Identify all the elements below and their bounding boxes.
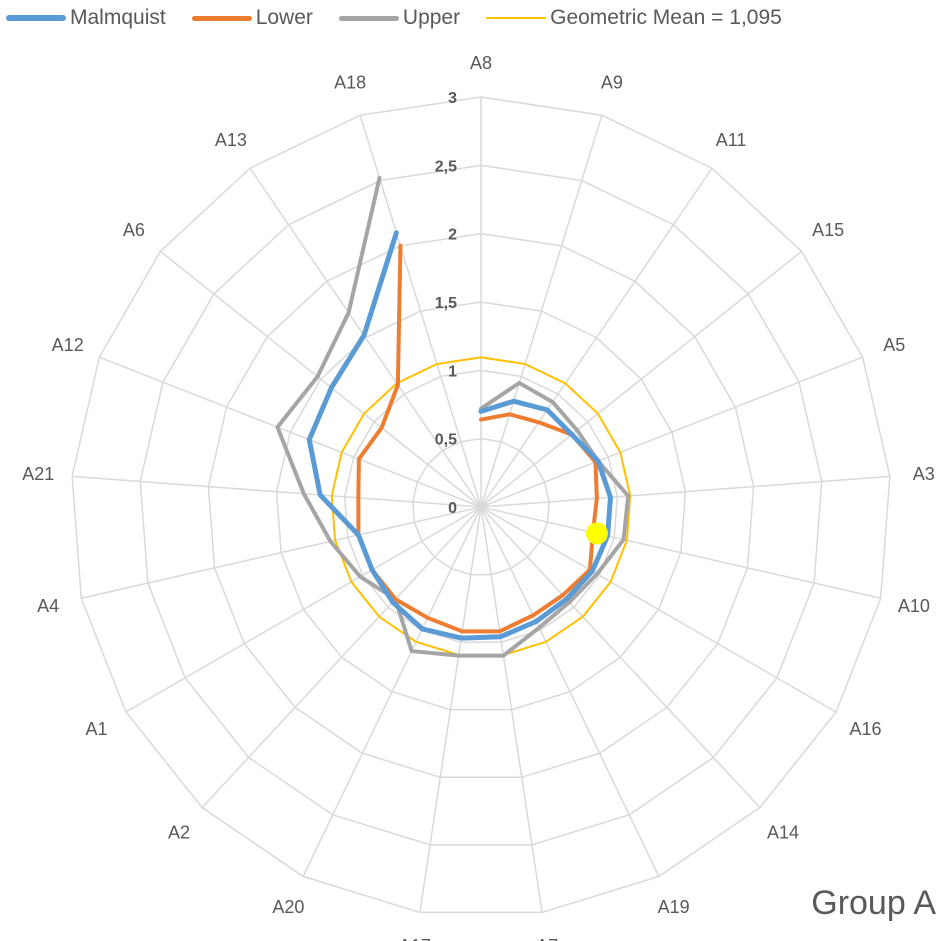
category-label: A1	[85, 719, 107, 739]
legend-swatch-upper	[338, 15, 399, 21]
series-lines	[275, 175, 632, 658]
grid-spoke	[480, 114, 603, 508]
grid-spoke	[249, 167, 482, 508]
grid-spoke	[159, 250, 482, 508]
tick-label: 1,5	[435, 295, 457, 312]
grid-spoke	[480, 506, 837, 713]
category-label: A17	[399, 936, 431, 941]
group-label: Group A	[811, 884, 936, 922]
highlight-point	[585, 522, 608, 545]
series-line-malmquist	[306, 230, 613, 641]
category-label: A10	[898, 596, 930, 616]
grid-ring	[412, 437, 550, 576]
legend-swatch-lower	[191, 15, 252, 21]
grid-spoke	[480, 506, 543, 913]
grid-spoke	[480, 506, 881, 599]
radar-grid	[71, 96, 891, 914]
category-label: A18	[334, 73, 366, 93]
category-label: A7	[536, 936, 558, 941]
category-label: A8	[470, 53, 492, 73]
grid-ring	[71, 96, 891, 914]
grid-spoke	[302, 506, 482, 877]
legend-item-malmquist: Malmquist	[6, 6, 166, 30]
grid-spoke	[480, 475, 890, 508]
legend-swatch-malmquist	[6, 15, 66, 21]
grid-spoke	[72, 475, 482, 508]
grid-spoke	[480, 506, 660, 877]
category-label: A9	[601, 73, 623, 93]
grid-spoke	[99, 356, 482, 508]
legend-item-geometric-mean: Geometric Mean = 1,095	[486, 6, 782, 30]
series-line-upper	[275, 175, 631, 658]
tick-label: 2	[448, 227, 457, 244]
legend-label-upper: Upper	[402, 6, 461, 29]
category-label: A13	[215, 130, 247, 150]
category-label: A20	[272, 897, 304, 917]
category-label: A16	[849, 719, 881, 739]
highlight-marks	[585, 522, 608, 545]
category-label: A6	[123, 220, 145, 240]
grid-spoke	[81, 506, 482, 599]
tick-labels: 0 0,5 1 1,5 2 2,5 3	[435, 90, 457, 517]
category-label: A3	[913, 464, 935, 484]
legend-item-upper: Upper	[338, 6, 461, 30]
category-label: A2	[168, 822, 190, 842]
category-label: A21	[22, 464, 54, 484]
grid-spoke	[480, 506, 761, 809]
grid-spoke	[419, 506, 482, 913]
grid-spoke	[480, 167, 713, 508]
grid-ring	[139, 164, 823, 846]
legend-item-lower: Lower	[191, 6, 313, 30]
grid-ring	[207, 232, 755, 779]
category-label: A11	[716, 130, 747, 150]
category-label: A4	[37, 596, 59, 616]
category-label: A12	[52, 335, 84, 355]
legend-label-lower: Lower	[255, 6, 313, 29]
grid-spoke	[480, 356, 863, 508]
grid-spoke	[125, 506, 482, 713]
tick-label: 2,5	[435, 158, 457, 175]
legend-label-malmquist: Malmquist	[70, 6, 166, 29]
category-labels: A8 A9 A11 A15 A5 A3 A10 A16 A14 A19 A7 A17 A20 A2 A1 A4…	[22, 53, 935, 941]
legend: Malmquist Lower Upper Geometric Mean = 1…	[6, 4, 808, 32]
category-label: A15	[812, 220, 844, 240]
legend-label-geometric-mean: Geometric Mean = 1,095	[550, 6, 782, 29]
grid-ring	[275, 301, 687, 711]
tick-label: 0	[448, 500, 457, 517]
tick-label: 3	[448, 90, 457, 107]
category-label: A5	[883, 335, 905, 355]
tick-label: 0,5	[435, 432, 457, 449]
grid-spoke	[480, 250, 803, 508]
tick-label: 1	[448, 363, 457, 380]
category-label: A14	[767, 822, 799, 842]
grid-spoke	[201, 506, 482, 809]
grid-ring	[343, 369, 619, 643]
legend-swatch-geometric-mean	[486, 17, 547, 19]
category-label: A19	[658, 897, 690, 917]
